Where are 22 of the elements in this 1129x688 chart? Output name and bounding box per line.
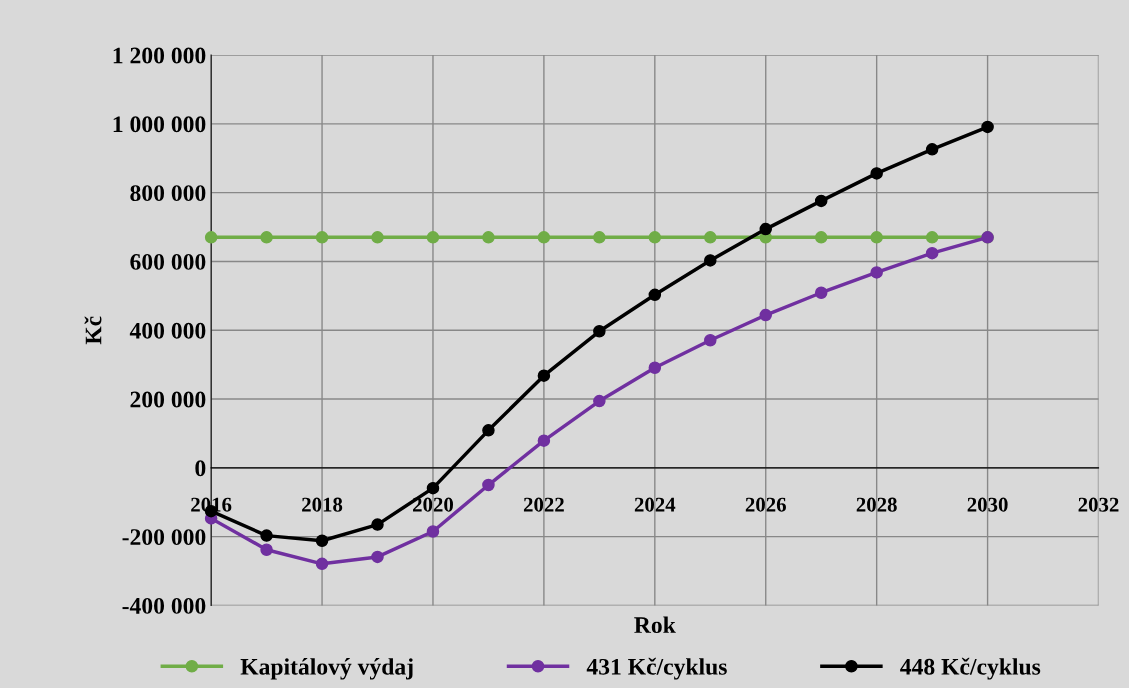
y-axis-title: Kč [84,316,102,345]
y-tick-label: 600 000 [130,253,206,270]
legend-label: 431 Kč/cyklus [586,657,727,680]
y-tick-label: 1 200 000 [113,47,206,64]
x-axis-title: Rok [634,616,676,634]
legend-label: Kapitálový výdaj [240,658,413,680]
x-tick-label: 2030 [967,497,1008,512]
y-tick-label: 1 000 000 [113,116,206,133]
y-tick-label: -200 000 [122,529,206,546]
x-tick-label: 2026 [745,497,786,512]
y-tick-label: 400 000 [129,322,206,339]
x-tick-label: 2020 [413,497,454,512]
y-tick-label: 200 000 [130,391,206,408]
x-tick-label: 2022 [523,497,564,512]
legend-label: 448 Kč/cyklus [900,657,1041,680]
x-tick-label: 2032 [1078,497,1119,512]
x-tick-label: 2018 [302,497,343,512]
x-tick-label: 2024 [634,497,676,512]
y-tick-label: -400 000 [122,597,206,614]
y-tick-label: 0 [195,460,206,477]
x-tick-label: 2028 [856,497,897,512]
y-tick-label: 800 000 [130,185,206,202]
